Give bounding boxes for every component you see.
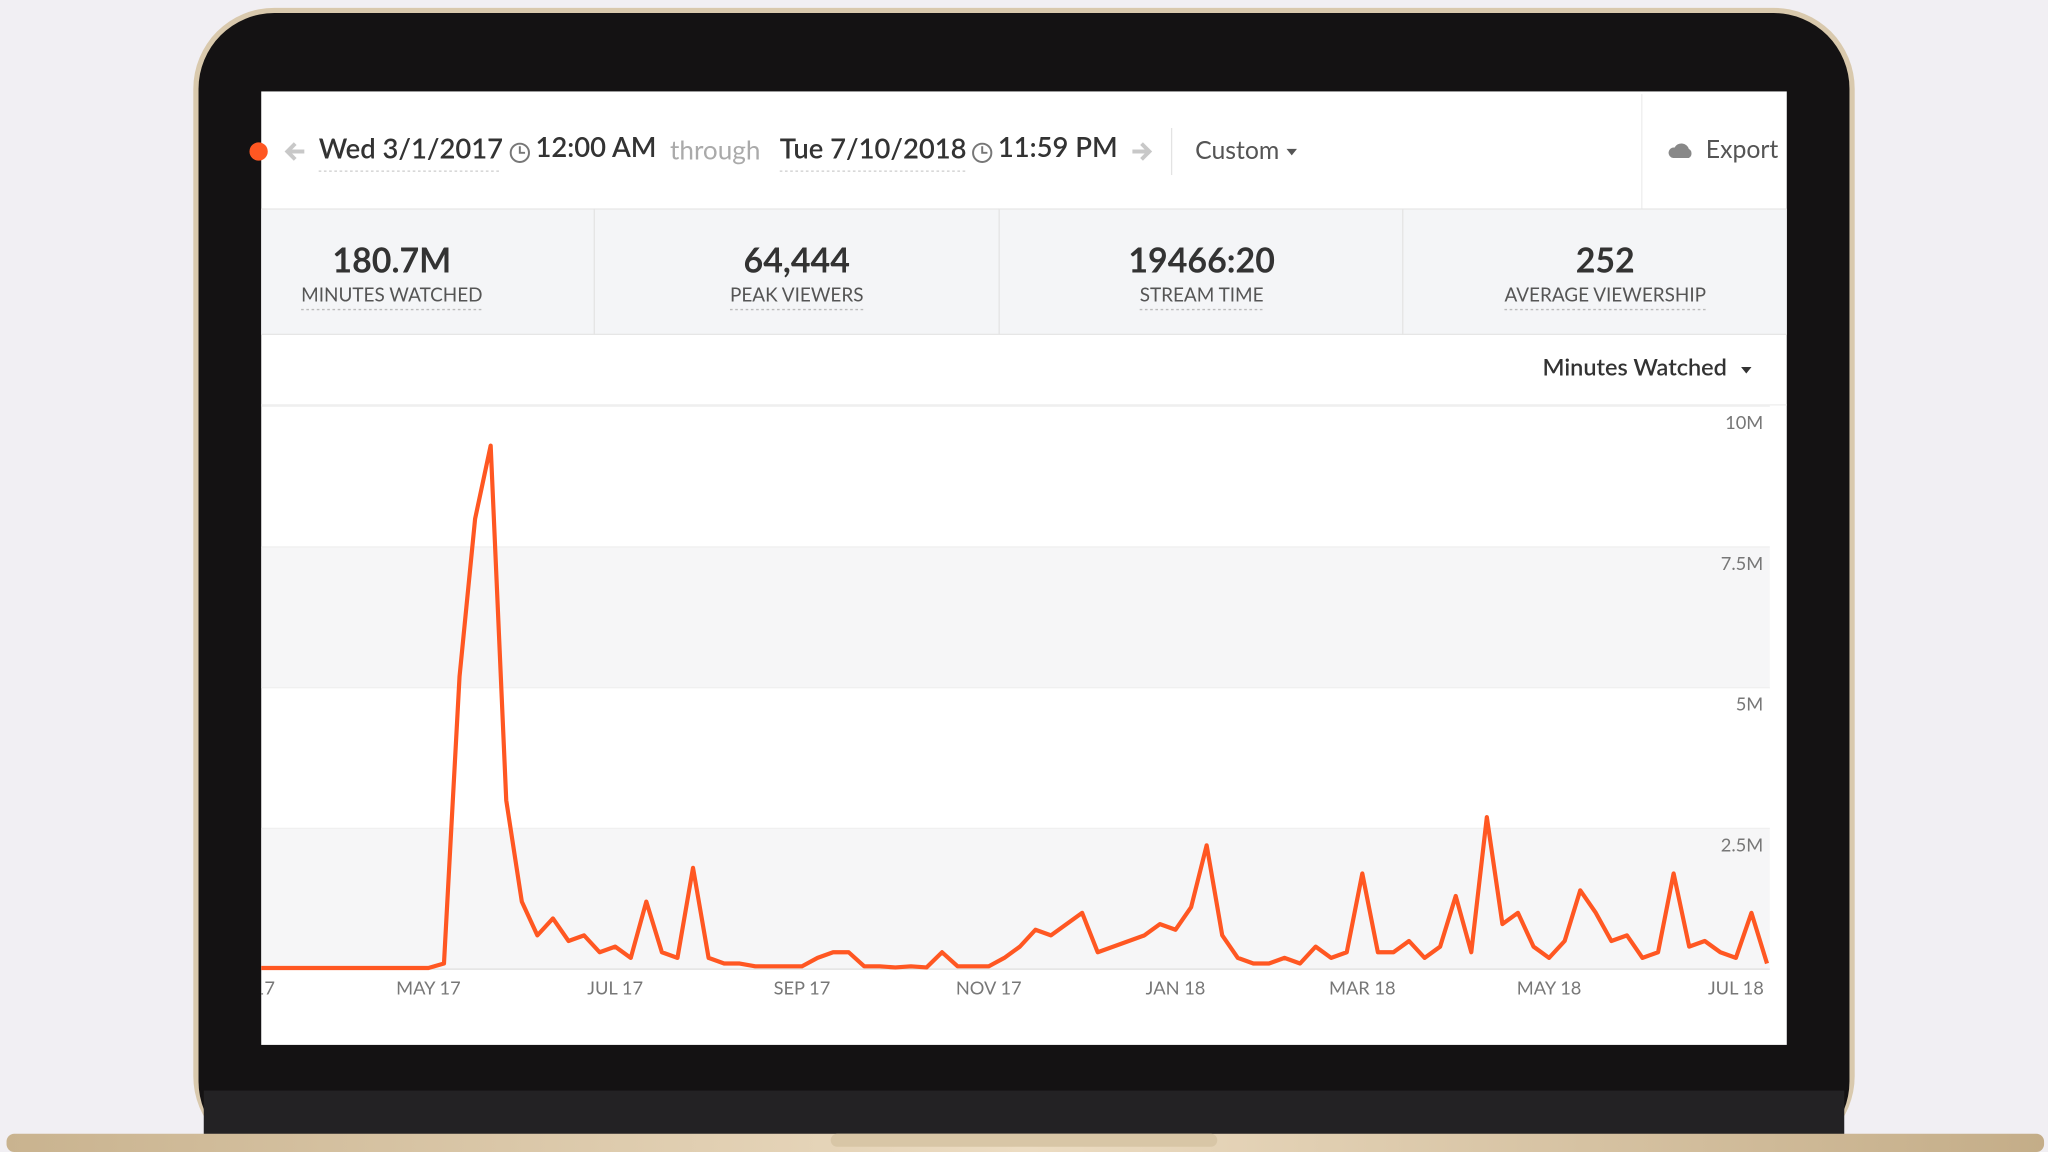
laptop-notch xyxy=(830,1133,1218,1147)
through-label: through xyxy=(670,133,760,165)
stat-label: AVERAGE VIEWERSHIP xyxy=(1504,283,1706,306)
x-tick-label: NOV 17 xyxy=(956,977,1022,999)
start-time[interactable]: 12:00 AM xyxy=(536,130,657,163)
data-line xyxy=(261,443,1770,971)
stat-value: 19466:20 xyxy=(1128,240,1275,281)
x-tick-label: MAY 17 xyxy=(396,977,461,999)
stat-label: PEAK VIEWERS xyxy=(730,283,863,306)
stat-label: STREAM TIME xyxy=(1140,283,1264,306)
end-time[interactable]: 11:59 PM xyxy=(998,130,1118,163)
x-tick-label: MAR 18 xyxy=(1329,977,1396,999)
x-tick-label: SEP 17 xyxy=(774,977,831,999)
stat-label: MINUTES WATCHED xyxy=(301,283,482,306)
export-button[interactable]: Export xyxy=(1706,135,1779,164)
date-range-bar: Wed 3/1/2017 12:00 AM through Tue 7/10/2… xyxy=(249,94,1778,209)
x-tick-label: MAR 17 xyxy=(208,977,275,999)
clock-icon xyxy=(972,142,993,163)
stat-value: 64,444 xyxy=(744,240,850,281)
grid-band xyxy=(261,546,1770,688)
stats-row xyxy=(261,208,1787,335)
stat-value: 180.7M xyxy=(332,240,451,281)
y-tick-label: 2.5M xyxy=(1721,833,1763,855)
range-preset[interactable]: Custom xyxy=(1195,136,1279,165)
next-arrow[interactable] xyxy=(1132,142,1153,161)
x-tick-label: JAN 18 xyxy=(1146,977,1206,999)
caret xyxy=(1286,148,1297,156)
y-tick-label: 7.5M xyxy=(1721,552,1763,574)
chart: 2.5M 5M 7.5M 10M MAR 17 MAY 17 JUL 17 SEP 17 NOV… xyxy=(208,405,1770,999)
cloud-icon xyxy=(1668,143,1692,159)
caret xyxy=(1741,367,1752,374)
end-date[interactable]: Tue 7/10/2018 xyxy=(780,131,967,164)
clock-hands xyxy=(981,146,988,154)
stat-value: 252 xyxy=(1576,240,1635,281)
x-tick-label: JUL 17 xyxy=(587,977,643,999)
x-tick-label: MAY 18 xyxy=(1517,977,1582,999)
y-tick-label: 10M xyxy=(1725,411,1763,433)
x-tick-label: JUL 18 xyxy=(1708,977,1764,999)
start-date[interactable]: Wed 3/1/2017 xyxy=(319,131,503,164)
prev-arrow[interactable] xyxy=(284,142,305,161)
clock-hands xyxy=(518,146,526,154)
live-dot xyxy=(249,142,268,161)
metric-selector[interactable]: Minutes Watched xyxy=(1543,354,1727,382)
clock-icon xyxy=(509,142,530,163)
y-tick-label: 5M xyxy=(1736,693,1764,715)
laptop-chin xyxy=(203,1090,1845,1137)
